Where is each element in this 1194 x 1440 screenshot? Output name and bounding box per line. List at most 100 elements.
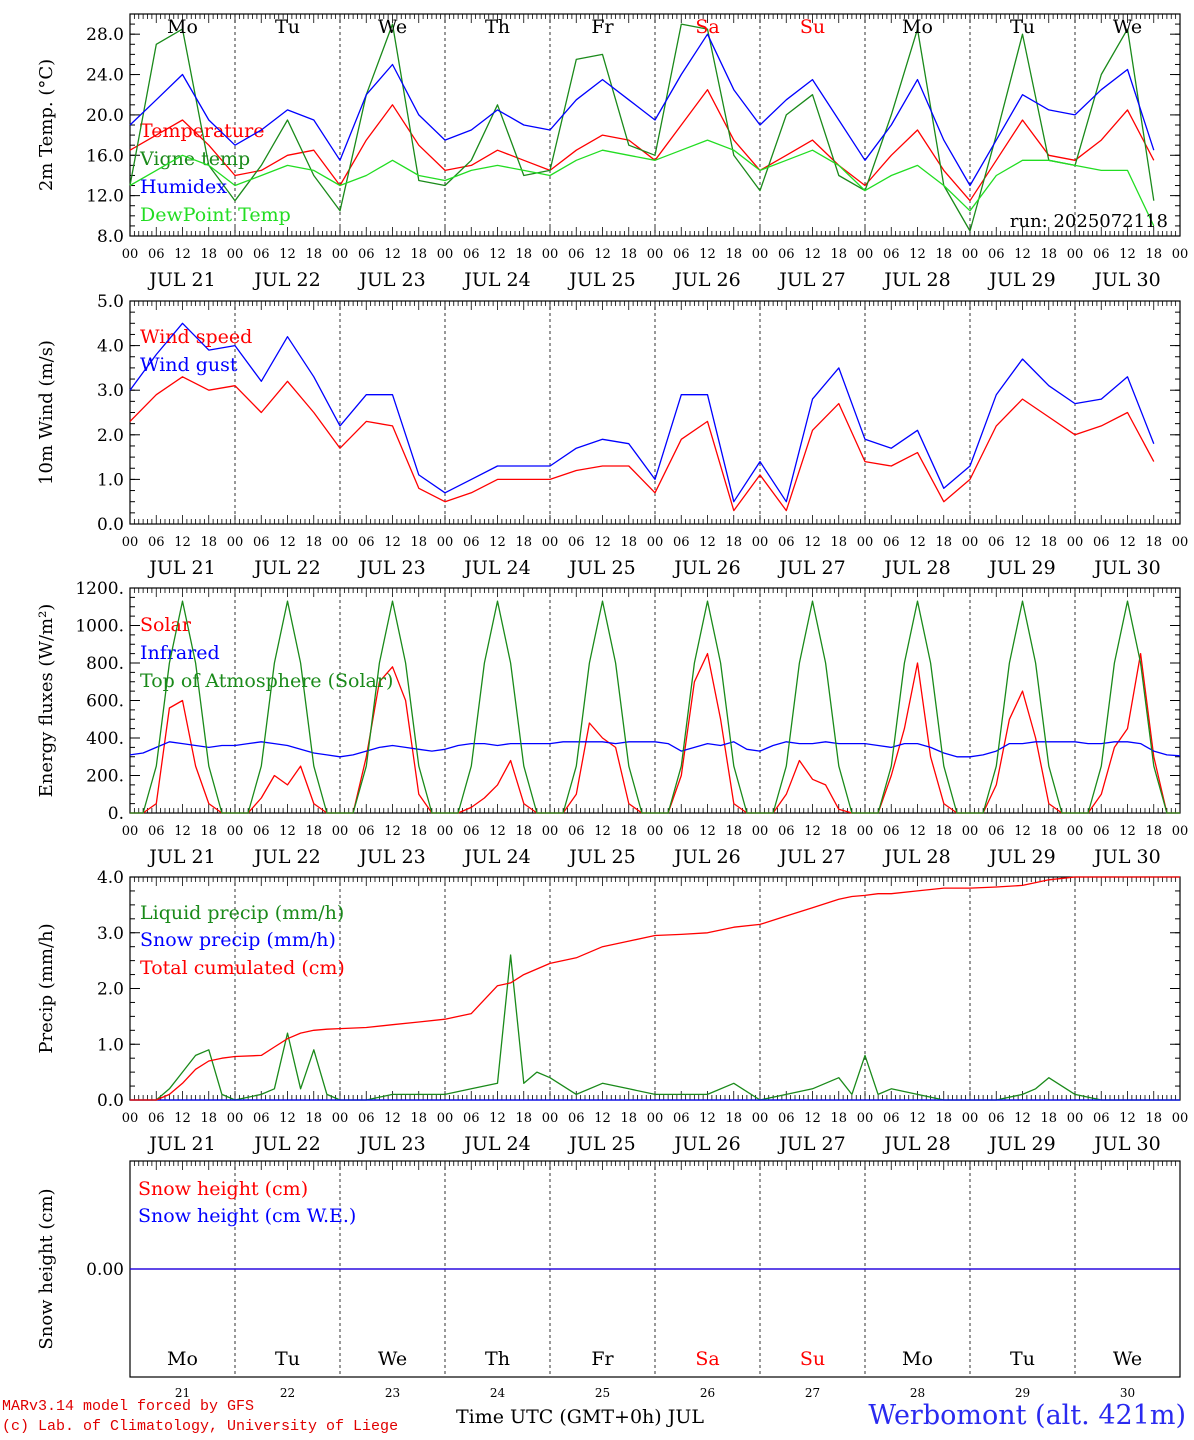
hour-tick-label: 12 bbox=[909, 247, 926, 262]
day-of-week-label: Mo bbox=[167, 16, 198, 38]
panel-5: 0.00 Snow height (cm) Snow height (cm) Snow… bbox=[36, 1160, 1181, 1400]
date-label: JUL 26 bbox=[672, 269, 740, 291]
date-label: JUL 24 bbox=[462, 557, 530, 579]
panel-3: 0. 200. 400. 600. 800. 1000. 1200. Energy fluxe… bbox=[36, 579, 1188, 868]
hour-tick-label: 00 bbox=[227, 535, 244, 550]
day-of-week-label: Fr bbox=[591, 16, 614, 38]
day-of-week-label: Mo bbox=[167, 1348, 198, 1370]
day-number-label: 22 bbox=[280, 1386, 295, 1400]
date-label: JUL 29 bbox=[987, 846, 1055, 868]
day-number-label: 24 bbox=[490, 1386, 506, 1400]
date-label: JUL 24 bbox=[462, 269, 530, 291]
date-label: JUL 23 bbox=[357, 557, 425, 579]
date-label: JUL 28 bbox=[882, 1133, 950, 1155]
date-label: JUL 29 bbox=[987, 557, 1055, 579]
hour-tick-label: 12 bbox=[384, 824, 401, 839]
day-of-week-label: Sa bbox=[695, 16, 719, 38]
hour-tick-label: 18 bbox=[725, 535, 742, 550]
y-tick-label: 1.0 bbox=[97, 1035, 124, 1055]
date-label: JUL 29 bbox=[987, 269, 1055, 291]
y-tick-label: 2.0 bbox=[97, 426, 124, 446]
hour-tick-label: 18 bbox=[830, 247, 847, 262]
date-label: JUL 28 bbox=[882, 269, 950, 291]
date-label: JUL 29 bbox=[987, 1133, 1055, 1155]
hour-tick-label: 06 bbox=[463, 824, 480, 839]
y-axis-title: Snow height (cm) bbox=[36, 1188, 57, 1349]
date-label: JUL 22 bbox=[252, 269, 320, 291]
hour-tick-label: 00 bbox=[752, 1111, 769, 1126]
hour-tick-label: 12 bbox=[909, 824, 926, 839]
date-label: JUL 21 bbox=[147, 1133, 215, 1155]
hour-tick-label: 00 bbox=[542, 1111, 559, 1126]
hour-tick-label: 18 bbox=[620, 1111, 637, 1126]
y-tick-label: 0.0 bbox=[97, 515, 124, 535]
hour-tick-label: 12 bbox=[279, 535, 296, 550]
hour-tick-label: 06 bbox=[253, 824, 270, 839]
hour-tick-label: 00 bbox=[647, 247, 664, 262]
hour-tick-label: 00 bbox=[1172, 535, 1189, 550]
hour-tick-label: 00 bbox=[227, 1111, 244, 1126]
hour-tick-label: 12 bbox=[699, 535, 716, 550]
hour-tick-label: 00 bbox=[752, 247, 769, 262]
hour-tick-label: 00 bbox=[1172, 824, 1189, 839]
hour-tick-label: 18 bbox=[515, 1111, 532, 1126]
hour-tick-label: 18 bbox=[1040, 247, 1057, 262]
x-axis-title: Time UTC (GMT+0h) JUL bbox=[456, 1406, 704, 1428]
date-label: JUL 23 bbox=[357, 846, 425, 868]
date-label: JUL 27 bbox=[777, 1133, 845, 1155]
hour-tick-label: 00 bbox=[962, 824, 979, 839]
legend-entry: Infrared bbox=[140, 642, 220, 664]
hour-tick-label: 06 bbox=[883, 535, 900, 550]
hour-tick-label: 06 bbox=[778, 247, 795, 262]
hour-tick-label: 06 bbox=[673, 535, 690, 550]
y-tick-label: 3.0 bbox=[97, 924, 124, 944]
hour-tick-label: 18 bbox=[200, 824, 217, 839]
day-of-week-label: Tu bbox=[275, 1348, 300, 1370]
hour-tick-label: 06 bbox=[463, 535, 480, 550]
hour-tick-label: 00 bbox=[122, 247, 139, 262]
hour-tick-label: 06 bbox=[988, 824, 1005, 839]
legend-entry: Snow height (cm) bbox=[138, 1178, 308, 1200]
date-label: JUL 21 bbox=[147, 557, 215, 579]
date-label: JUL 27 bbox=[777, 269, 845, 291]
y-axis-title: 10m Wind (m/s) bbox=[36, 340, 57, 485]
y-tick-label: 20.0 bbox=[86, 106, 124, 126]
day-of-week-label: We bbox=[378, 16, 407, 38]
hour-tick-label: 06 bbox=[1093, 535, 1110, 550]
hour-tick-label: 18 bbox=[1145, 535, 1162, 550]
hour-tick-label: 06 bbox=[253, 247, 270, 262]
hour-tick-label: 06 bbox=[673, 1111, 690, 1126]
hour-tick-label: 06 bbox=[883, 247, 900, 262]
hour-tick-label: 06 bbox=[1093, 247, 1110, 262]
series-line-temperature bbox=[129, 89, 1155, 202]
date-label: JUL 30 bbox=[1092, 557, 1160, 579]
y-tick-label: 12.0 bbox=[86, 187, 124, 207]
hour-tick-label: 00 bbox=[332, 1111, 349, 1126]
hour-tick-label: 00 bbox=[1172, 1111, 1189, 1126]
hour-tick-label: 00 bbox=[437, 824, 454, 839]
hour-tick-label: 18 bbox=[305, 1111, 322, 1126]
hour-tick-label: 06 bbox=[253, 1111, 270, 1126]
hour-tick-label: 06 bbox=[253, 535, 270, 550]
station-name: Werbomont (alt. 421m) bbox=[868, 1400, 1186, 1431]
hour-tick-label: 18 bbox=[620, 535, 637, 550]
hour-tick-label: 18 bbox=[1145, 247, 1162, 262]
y-axis-title: Precip (mm/h) bbox=[36, 923, 57, 1053]
hour-tick-label: 00 bbox=[332, 535, 349, 550]
day-number-label: 23 bbox=[385, 1386, 400, 1400]
date-label: JUL 27 bbox=[777, 557, 845, 579]
hour-tick-label: 12 bbox=[174, 1111, 191, 1126]
legend-entry: Top of Atmosphere (Solar) bbox=[140, 670, 393, 692]
hour-tick-label: 00 bbox=[1067, 247, 1084, 262]
y-tick-label: 4.0 bbox=[97, 337, 124, 357]
hour-tick-label: 18 bbox=[725, 1111, 742, 1126]
hour-tick-label: 06 bbox=[358, 247, 375, 262]
day-of-week-label: Sa bbox=[695, 1348, 719, 1370]
plot-frame bbox=[129, 587, 1181, 814]
hour-tick-label: 18 bbox=[515, 247, 532, 262]
run-annotation: run: 2025072118 bbox=[1010, 211, 1168, 232]
day-of-week-label: We bbox=[1113, 1348, 1142, 1370]
day-of-week-label: Th bbox=[485, 16, 510, 38]
hour-tick-label: 18 bbox=[305, 247, 322, 262]
hour-tick-label: 00 bbox=[437, 247, 454, 262]
